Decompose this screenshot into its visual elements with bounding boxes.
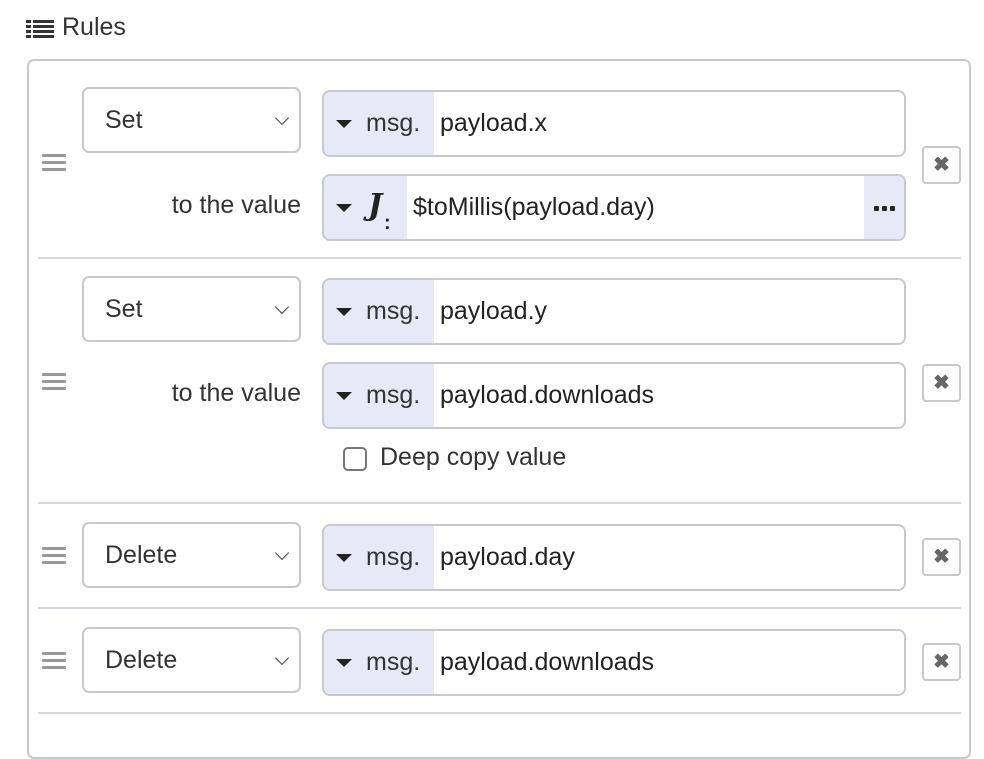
type-label: msg. [366,543,421,571]
target-property-input[interactable]: msg. payload.y [322,278,906,345]
caret-down-icon [336,308,352,316]
target-property-input[interactable]: msg. payload.downloads [322,629,906,696]
section-title: Rules [62,13,126,41]
drag-handle-icon[interactable] [42,154,66,172]
property-value[interactable]: payload.y [440,297,548,325]
expression-value[interactable]: $toMillis(payload.day) [413,193,655,221]
divider [38,607,961,609]
property-value[interactable]: payload.x [440,109,548,137]
property-value[interactable]: payload.downloads [440,381,655,409]
target-property-input[interactable]: msg. payload.day [322,524,906,591]
property-value[interactable]: payload.day [440,543,575,571]
list-icon [26,20,54,40]
rule-action-select[interactable]: Delete [82,627,301,693]
select-value: Delete [105,646,178,674]
select-value: Set [105,106,143,134]
chevron-down-icon [274,650,290,666]
deep-copy-label[interactable]: Deep copy value [380,443,567,471]
property-value[interactable]: payload.downloads [440,648,655,676]
type-selector-button[interactable]: msg. [324,526,434,589]
drag-handle-icon[interactable] [42,547,66,565]
type-label: msg. [366,648,421,676]
caret-down-icon [336,120,352,128]
close-icon: ✖ [933,372,950,394]
caret-down-icon [336,392,352,400]
deep-copy-checkbox[interactable] [343,447,367,471]
divider [38,502,961,504]
jsonata-icon: J [368,188,383,223]
type-label: msg. [366,109,421,137]
type-selector-button[interactable]: msg. [324,364,434,427]
delete-rule-button[interactable]: ✖ [922,643,961,681]
drag-handle-icon[interactable] [42,652,66,670]
value-property-input[interactable]: msg. payload.downloads [322,362,906,429]
type-selector-button[interactable]: msg. [324,631,434,694]
type-label: msg. [366,297,421,325]
value-expression-input[interactable]: J: $toMillis(payload.day) [322,174,906,241]
close-icon: ✖ [933,651,950,673]
jsonata-colon: : [384,212,391,234]
select-value: Delete [105,541,178,569]
caret-down-icon [336,659,352,667]
divider [38,257,961,259]
type-selector-button[interactable]: msg. [324,280,434,343]
to-the-value-label: to the value [171,379,301,407]
to-the-value-label: to the value [171,191,301,219]
ellipsis-icon[interactable] [864,176,904,239]
target-property-input[interactable]: msg. payload.x [322,90,906,157]
delete-rule-button[interactable]: ✖ [922,538,961,576]
rule-action-select[interactable]: Delete [82,522,301,588]
delete-rule-button[interactable]: ✖ [922,364,961,402]
rule-action-select[interactable]: Set [82,87,301,153]
chevron-down-icon [274,110,290,126]
type-selector-button[interactable]: msg. [324,92,434,155]
close-icon: ✖ [933,546,950,568]
caret-down-icon [336,554,352,562]
chevron-down-icon [274,299,290,315]
select-value: Set [105,295,143,323]
type-label: msg. [366,381,421,409]
drag-handle-icon[interactable] [42,373,66,391]
type-selector-button[interactable]: J: [324,176,407,239]
delete-rule-button[interactable]: ✖ [922,146,961,184]
rule-action-select[interactable]: Set [82,276,301,342]
close-icon: ✖ [933,154,950,176]
divider [38,712,961,714]
caret-down-icon [336,204,352,212]
chevron-down-icon [274,545,290,561]
